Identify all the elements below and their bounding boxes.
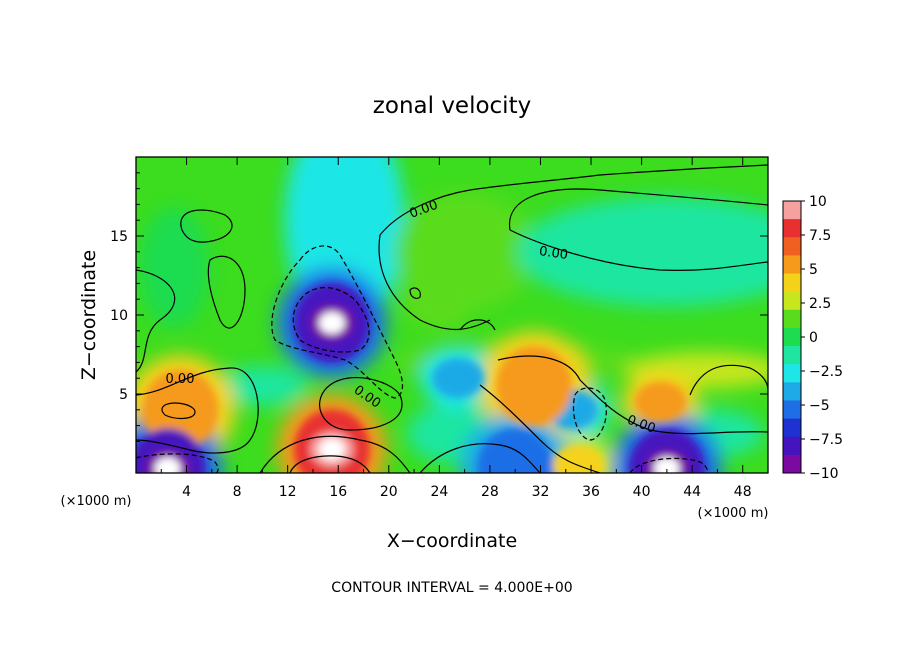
contour-zero bbox=[497, 355, 768, 435]
colorbar-swatch bbox=[783, 291, 801, 311]
chart-title: zonal velocity bbox=[373, 93, 531, 119]
field-region bbox=[138, 207, 209, 328]
contour-neg bbox=[629, 457, 709, 473]
field-region bbox=[217, 366, 308, 407]
x-tick-label: 36 bbox=[582, 484, 600, 500]
contour-zero bbox=[379, 164, 768, 236]
x-axis-title: X−coordinate bbox=[387, 530, 517, 552]
colorbar-swatch bbox=[783, 382, 801, 401]
colorbar-swatch bbox=[783, 309, 801, 329]
colorbar-swatch bbox=[783, 201, 801, 220]
field-feature-saturated bbox=[653, 457, 680, 473]
y-tick-label: 5 bbox=[119, 387, 128, 403]
y-unit-label: (×1000 m) bbox=[61, 494, 132, 509]
colorbar-tick-label: −10 bbox=[809, 466, 839, 482]
field-feature-saturated bbox=[154, 457, 181, 473]
colorbar-swatch bbox=[783, 364, 801, 383]
field-feature-saturated bbox=[318, 438, 345, 461]
colorbar-tick-label: −7.5 bbox=[809, 432, 843, 448]
field-feature-saturated bbox=[318, 311, 345, 334]
y-tick-label: 15 bbox=[110, 229, 128, 245]
colorbar-swatch bbox=[783, 219, 801, 238]
colorbar-tick-label: 10 bbox=[809, 194, 827, 210]
colorbar-tick-label: 2.5 bbox=[809, 296, 831, 312]
contour-neg bbox=[271, 245, 404, 399]
x-unit-label: (×1000 m) bbox=[698, 506, 769, 521]
colorbar-tick-label: −5 bbox=[809, 398, 830, 414]
colorbar-swatch bbox=[783, 346, 801, 365]
contour-pos bbox=[161, 402, 196, 419]
colorbar-swatch bbox=[783, 436, 801, 456]
contour-zero bbox=[180, 209, 233, 243]
x-tick-label: 16 bbox=[329, 484, 347, 500]
contour-neg bbox=[572, 387, 607, 441]
colorbar-swatch bbox=[783, 327, 801, 347]
y-axis: 5 10 15 bbox=[110, 172, 768, 458]
x-tick-label: 8 bbox=[233, 484, 242, 500]
colorbar-swatch bbox=[783, 418, 801, 438]
colorbar-tick-label: 0 bbox=[809, 330, 818, 346]
x-tick-label: 28 bbox=[481, 484, 499, 500]
x-tick-label: 32 bbox=[532, 484, 550, 500]
colorbar-swatch bbox=[783, 237, 801, 256]
contour-zero bbox=[689, 364, 768, 396]
contour-zero bbox=[259, 435, 411, 473]
y-axis-title: Z−coordinate bbox=[78, 250, 100, 380]
contour-pos bbox=[289, 455, 371, 473]
colorbar-tick-label: 5 bbox=[809, 262, 818, 278]
colorbar-tick-label: 7.5 bbox=[809, 228, 831, 244]
x-axis: 4 8 12 16 20 24 28 32 36 40 44 48 bbox=[160, 157, 752, 500]
contour-zero bbox=[459, 319, 496, 331]
plot-area: 0.000.000.000.000.00 bbox=[136, 157, 768, 473]
x-tick-label: 48 bbox=[734, 484, 752, 500]
contour-zero bbox=[509, 229, 768, 271]
field-feature-core bbox=[432, 358, 485, 399]
contour-label: 0.00 bbox=[166, 372, 195, 387]
colorbar: 10 7.5 5 2.5 0 −2.5 −5 −7.5 −10 bbox=[782, 194, 843, 482]
contour-interval-note: CONTOUR INTERVAL = 4.000E+00 bbox=[331, 580, 572, 596]
contour-pos bbox=[409, 287, 421, 299]
x-tick-label: 40 bbox=[633, 484, 651, 500]
colorbar-swatch bbox=[783, 273, 801, 293]
field-region bbox=[516, 196, 768, 307]
contour-zero bbox=[136, 367, 259, 454]
x-tick-label: 20 bbox=[380, 484, 398, 500]
contour-zero bbox=[378, 234, 491, 331]
contour-zero bbox=[479, 384, 601, 473]
field-feature-core bbox=[634, 381, 687, 422]
x-tick-label: 12 bbox=[279, 484, 297, 500]
contour-neg bbox=[136, 453, 219, 473]
contour-zero bbox=[508, 188, 768, 231]
y-tick-label: 10 bbox=[110, 308, 128, 324]
x-tick-label: 44 bbox=[683, 484, 701, 500]
contour-label: 0.00 bbox=[538, 244, 569, 263]
contour-zero bbox=[136, 269, 176, 373]
x-tick-label: 4 bbox=[182, 484, 191, 500]
contour-zero bbox=[207, 255, 246, 329]
contour-neg bbox=[292, 287, 370, 353]
x-tick-label: 24 bbox=[430, 484, 448, 500]
contour-zero bbox=[419, 443, 541, 473]
colorbar-swatch bbox=[783, 255, 801, 275]
colorbar-swatch bbox=[783, 400, 801, 420]
contour-lines bbox=[136, 164, 768, 473]
colorbar-tick-label: −2.5 bbox=[809, 364, 843, 380]
field-feature-core bbox=[496, 346, 573, 427]
colorbar-swatch bbox=[783, 454, 801, 474]
field-feature-core bbox=[413, 279, 466, 320]
